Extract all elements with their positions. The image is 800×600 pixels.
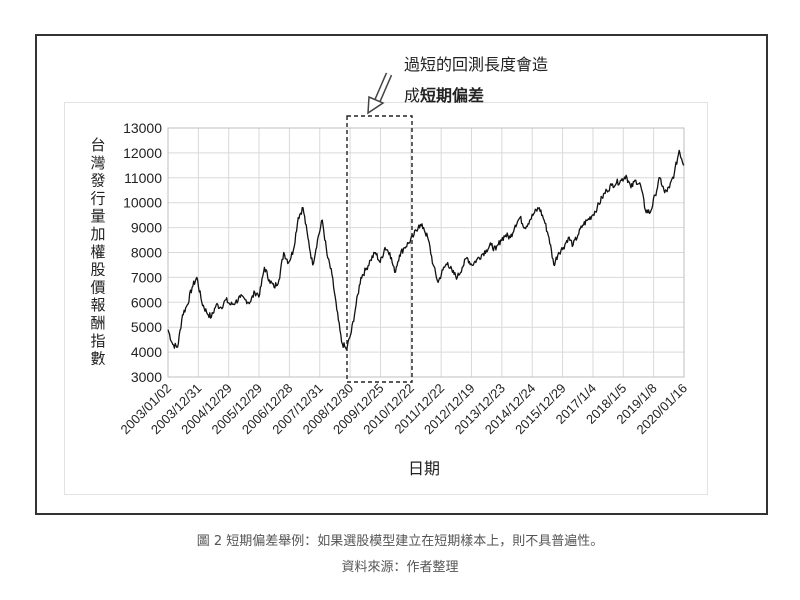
y-tick-label: 11000 — [124, 170, 162, 186]
x-axis-label: 日期 — [408, 459, 440, 478]
y-tick-label: 10000 — [123, 195, 162, 211]
y-tick-label: 13000 — [123, 120, 162, 136]
figure-caption: 圖 2 短期偏差舉例：如果選股模型建立在短期樣本上，則不具普遍性。 — [196, 534, 604, 549]
short-period-highlight-box — [346, 115, 413, 383]
y-tick-label: 6000 — [131, 294, 162, 310]
y-axis: 3000 4000 5000 6000 7000 8000 9000 10000 11000 12… — [123, 120, 162, 385]
y-tick-label: 7000 — [131, 269, 162, 285]
y-axis-label-char: 量 — [90, 207, 105, 225]
y-axis-label-char: 指 — [90, 332, 105, 350]
y-axis-label-char: 報 — [90, 296, 105, 314]
x-axis: 2003/01/022003/12/312004/12/292005/12/29… — [117, 381, 690, 438]
figure-frame — [35, 34, 768, 515]
y-axis-label-char: 股 — [90, 261, 105, 279]
chart-svg: 3000 4000 5000 6000 7000 8000 9000 10000 11000 12… — [90, 55, 690, 478]
chart-area-border — [64, 102, 708, 495]
figure-source: 資料來源：作者整理 — [341, 560, 459, 575]
series-line — [167, 149, 685, 351]
annotation-line2: 成短期偏差 — [404, 86, 484, 105]
y-tick-label: 4000 — [131, 344, 162, 360]
y-axis-label-char: 加 — [90, 225, 105, 243]
y-axis-label-char: 行 — [90, 189, 105, 207]
y-axis-label-char: 發 — [90, 172, 105, 190]
annotation-line2-bold: 短期偏差 — [420, 86, 484, 105]
y-axis-label-char: 灣 — [90, 154, 105, 172]
y-tick-label: 5000 — [131, 319, 162, 335]
y-tick-label: 9000 — [131, 220, 162, 236]
y-axis-label-char: 價 — [90, 278, 105, 296]
plot-area — [167, 127, 685, 378]
y-axis-label-char: 數 — [90, 350, 105, 368]
y-axis-label-char: 台 — [90, 136, 105, 154]
y-tick-label: 12000 — [123, 145, 162, 161]
y-axis-label-char: 酬 — [90, 314, 105, 332]
annotation-line1: 過短的回測長度會造 — [404, 55, 548, 74]
gridlines — [167, 127, 685, 378]
annotation-arrow — [367, 72, 393, 115]
y-axis-label-char: 權 — [90, 243, 105, 261]
y-axis-label: 台灣發行量加權股價報酬指數 — [90, 136, 105, 368]
y-tick-label: 3000 — [131, 369, 162, 385]
annotation-line2-prefix: 成 — [404, 86, 420, 105]
y-tick-label: 8000 — [131, 245, 162, 261]
